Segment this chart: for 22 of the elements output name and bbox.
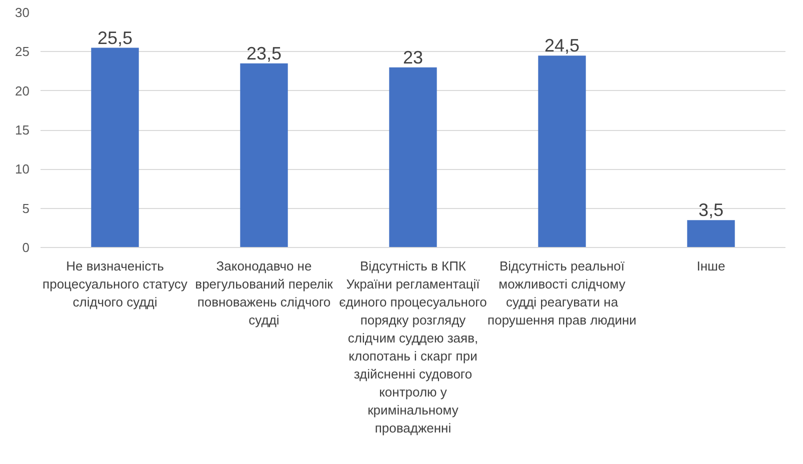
y-tick-label: 10 xyxy=(15,162,30,177)
data-label: 24,5 xyxy=(544,36,580,56)
y-tick-label: 30 xyxy=(15,5,30,20)
category-label: Відсутність в КПК України регламентації єдиного процесуального порядку розгляду слідчим суддею заяв, клопотань і скарг при здійсненні судового контролю у кримінальному провадженні xyxy=(339,258,487,436)
x-tick-label: Інше xyxy=(696,258,726,274)
y-tick-label: 5 xyxy=(22,200,30,216)
data-label: 23 xyxy=(402,47,424,68)
x-tick-label: Відсутність реальної можливості слідчому судді реагувати на порушення прав людини xyxy=(488,258,636,328)
data-label: 23,5 xyxy=(246,43,282,64)
bar xyxy=(91,48,139,248)
data-label: 3,5 xyxy=(698,200,724,220)
y-tick-label: 15 xyxy=(15,122,30,138)
data-label: 25,5 xyxy=(97,28,133,48)
y-tick-label: 25 xyxy=(15,44,30,60)
bar xyxy=(687,220,735,248)
y-tick-label: 20 xyxy=(15,83,30,98)
bar xyxy=(240,63,288,248)
y-tick-label: 0 xyxy=(22,240,30,255)
bar xyxy=(538,56,586,248)
x-tick-label: Законодавчо не врегульований перелік повноважень слідчого судді xyxy=(195,258,334,328)
x-tick-label: Не визначеність процесуального статусу слідчого судді xyxy=(42,258,188,310)
bar xyxy=(389,67,437,248)
